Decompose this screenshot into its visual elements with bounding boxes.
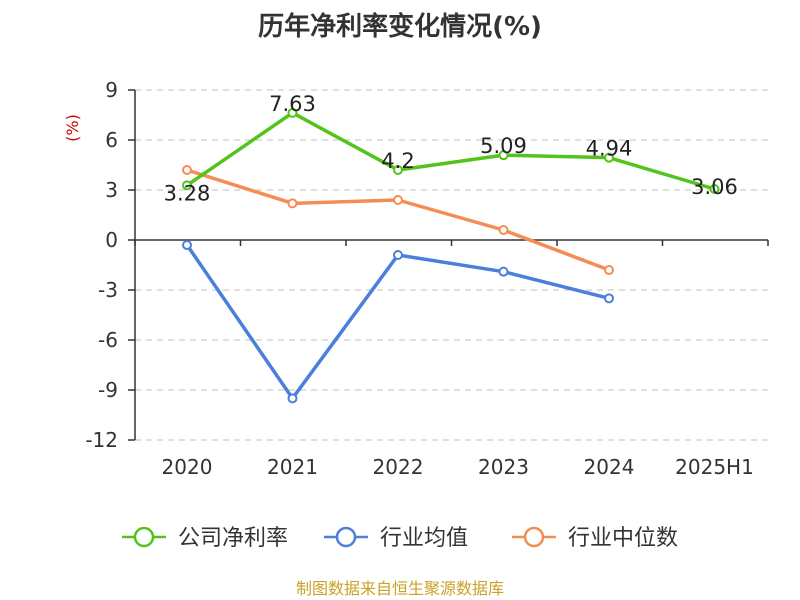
- data-point: [604, 265, 614, 275]
- legend-item-0[interactable]: 公司净利率: [122, 526, 288, 551]
- data-point: [498, 150, 509, 161]
- data-label: 3.06: [691, 175, 738, 199]
- y-tick-label: 0: [105, 228, 118, 252]
- legend-marker: [133, 526, 155, 548]
- y-axis-label: (%): [63, 114, 82, 142]
- data-point: [604, 293, 614, 304]
- legend-item-1[interactable]: 行业均值: [324, 526, 468, 551]
- y-tick-label: -3: [98, 278, 118, 302]
- data-label: 7.63: [269, 92, 316, 116]
- data-label: 3.28: [164, 181, 211, 205]
- data-point: [709, 184, 720, 194]
- x-tick-label: 2022: [373, 455, 424, 479]
- series-line-1: [185, 244, 610, 401]
- data-label: 4.2: [381, 149, 414, 173]
- legend-label: 公司净利率: [178, 526, 288, 551]
- data-point: [287, 107, 298, 118]
- data-label: 4.94: [586, 137, 633, 161]
- source-note: 制图数据来自恒生聚源数据库: [296, 579, 504, 598]
- data-labels: 3.28 7.63 4.2 5.09 4.94 3.06: [164, 92, 738, 205]
- data-point: [182, 180, 192, 191]
- y-tick-label: 9: [105, 78, 118, 102]
- y-tick-label: -12: [85, 428, 118, 452]
- x-tick-label: 2025H1: [675, 455, 754, 479]
- data-point: [604, 152, 614, 163]
- data-point: [287, 198, 298, 209]
- legend-label: 行业中位数: [568, 526, 678, 551]
- legend-marker: [523, 526, 545, 548]
- legend-item-2[interactable]: 行业中位数: [512, 526, 678, 551]
- y-tick-label: -6: [98, 328, 118, 352]
- y-tick-label: 6: [105, 128, 118, 152]
- data-point: [287, 393, 298, 404]
- y-tick-label: -9: [98, 378, 118, 402]
- series-lines: [182, 107, 720, 404]
- data-point: [393, 195, 403, 205]
- axes: 9 6 3 0 -3 -6 -9 -12 2020 2021 2022 2023 2024 2025H1: [85, 78, 769, 479]
- data-point: [498, 225, 509, 235]
- data-label: 5.09: [480, 134, 527, 158]
- series-line-0: [186, 111, 715, 191]
- legend[interactable]: 公司净利率 行业均值 行业中位数: [122, 526, 678, 551]
- data-point: [393, 165, 403, 175]
- y-tick-label: 3: [105, 178, 118, 202]
- x-tick-label: 2020: [162, 455, 213, 479]
- x-tick-label: 2023: [478, 455, 529, 479]
- chart-title: 历年净利率变化情况(%): [258, 11, 542, 42]
- x-tick-label: 2021: [267, 455, 318, 479]
- legend-label: 行业均值: [380, 526, 468, 551]
- data-point: [182, 240, 192, 250]
- data-point: [498, 266, 509, 277]
- data-point: [182, 165, 192, 175]
- legend-marker: [335, 526, 357, 548]
- data-point: [393, 250, 403, 260]
- x-tick-label: 2024: [584, 455, 635, 479]
